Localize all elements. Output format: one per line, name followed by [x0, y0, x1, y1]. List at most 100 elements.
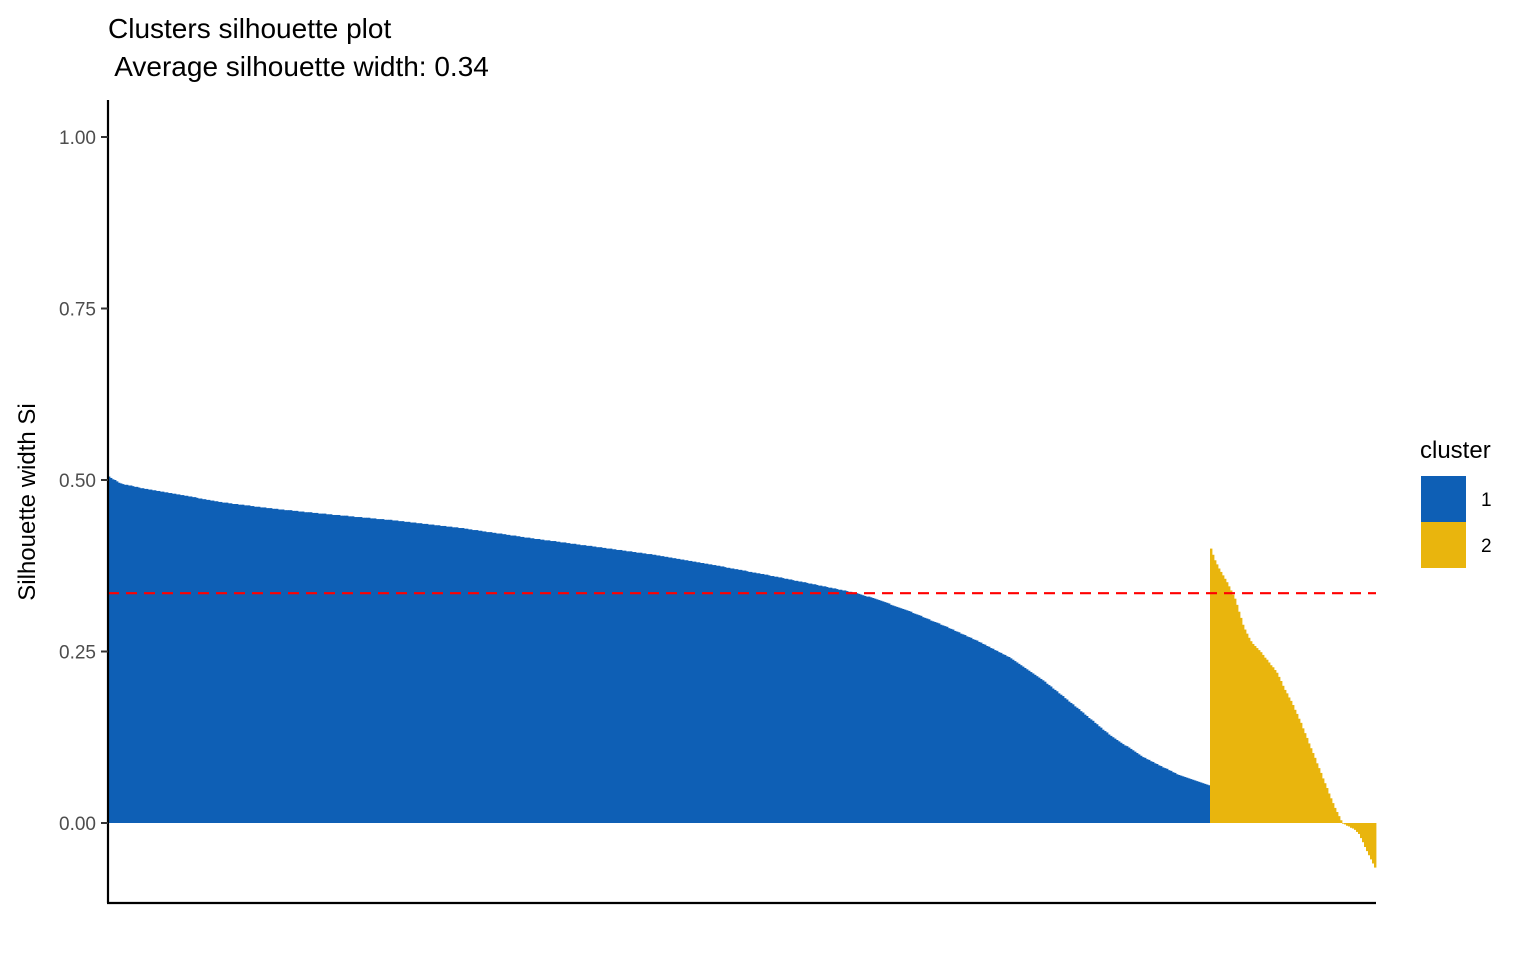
silhouette-bar-cluster-1: [586, 545, 589, 823]
silhouette-bar-cluster-1: [552, 541, 555, 823]
silhouette-bar-cluster-1: [316, 512, 319, 823]
silhouette-bar-cluster-1: [1176, 774, 1179, 823]
silhouette-bar-cluster-1: [838, 589, 841, 823]
silhouette-bar-cluster-1: [712, 565, 715, 823]
silhouette-bar-cluster-2: [1314, 757, 1317, 823]
silhouette-bar-cluster-1: [198, 498, 201, 823]
silhouette-bar-cluster-1: [468, 529, 471, 823]
silhouette-bar-cluster-1: [440, 525, 443, 823]
silhouette-bar-cluster-1: [516, 536, 519, 823]
silhouette-bar-cluster-1: [1202, 783, 1205, 823]
silhouette-bar-cluster-1: [800, 581, 803, 823]
silhouette-bar-cluster-1: [732, 568, 735, 823]
silhouette-bar-cluster-1: [1008, 656, 1011, 823]
silhouette-bar-cluster-2: [1318, 768, 1321, 823]
silhouette-bar-cluster-1: [488, 532, 491, 823]
silhouette-bar-cluster-1: [450, 526, 453, 823]
silhouette-bar-cluster-1: [898, 607, 901, 823]
silhouette-bar-cluster-1: [942, 625, 945, 823]
silhouette-bar-cluster-2: [1372, 823, 1375, 864]
silhouette-bar-cluster-1: [1180, 775, 1183, 823]
silhouette-bar-cluster-1: [624, 550, 627, 823]
silhouette-bar-cluster-2: [1230, 590, 1233, 823]
silhouette-bar-cluster-1: [418, 523, 421, 823]
silhouette-bar-cluster-1: [1138, 754, 1141, 823]
silhouette-bar-cluster-1: [860, 594, 863, 823]
silhouette-bar-cluster-1: [312, 512, 315, 823]
silhouette-bar-cluster-1: [636, 552, 639, 823]
silhouette-bar-cluster-1: [128, 485, 131, 823]
silhouette-bar-cluster-1: [816, 584, 819, 823]
silhouette-bar-cluster-1: [590, 545, 593, 823]
silhouette-bar-cluster-1: [426, 523, 429, 823]
silhouette-bar-cluster-1: [1190, 779, 1193, 823]
silhouette-bar-cluster-1: [660, 556, 663, 823]
silhouette-bar-cluster-1: [808, 583, 811, 823]
silhouette-bar-cluster-1: [358, 517, 361, 823]
silhouette-bar-cluster-1: [496, 533, 499, 823]
silhouette-bar-cluster-1: [876, 599, 879, 823]
silhouette-bar-cluster-1: [664, 556, 667, 823]
silhouette-bar-cluster-1: [216, 501, 219, 823]
silhouette-bar-cluster-1: [1058, 693, 1061, 823]
silhouette-bar-cluster-1: [136, 486, 139, 823]
silhouette-bar-cluster-2: [1342, 823, 1345, 824]
silhouette-bar-cluster-1: [1192, 779, 1195, 823]
silhouette-bar-cluster-1: [248, 505, 251, 823]
silhouette-bar-cluster-1: [1152, 761, 1155, 823]
silhouette-bar-cluster-1: [460, 528, 463, 823]
silhouette-bar-cluster-1: [208, 499, 211, 823]
silhouette-bar-cluster-1: [948, 628, 951, 823]
silhouette-bar-cluster-1: [542, 539, 545, 823]
silhouette-bar-cluster-2: [1328, 793, 1331, 823]
legend-label-cluster-2: 2: [1481, 536, 1492, 557]
silhouette-bar-cluster-1: [600, 547, 603, 823]
silhouette-bar-cluster-1: [522, 536, 525, 823]
silhouette-bar-cluster-1: [688, 560, 691, 823]
silhouette-bar-cluster-1: [1086, 715, 1089, 823]
silhouette-bar-cluster-1: [1080, 711, 1083, 823]
silhouette-bar-cluster-1: [1098, 726, 1101, 823]
silhouette-bar-cluster-1: [1054, 689, 1057, 823]
silhouette-bar-cluster-1: [704, 563, 707, 823]
axes-layer: 0.00 0.25 0.50 0.75 1.00: [59, 100, 1376, 905]
silhouette-bar-cluster-1: [986, 646, 989, 823]
silhouette-bar-cluster-1: [1124, 745, 1127, 823]
silhouette-bar-cluster-1: [1148, 759, 1151, 823]
silhouette-bar-cluster-1: [578, 544, 581, 823]
silhouette-bar-cluster-1: [456, 527, 459, 823]
silhouette-bar-cluster-1: [1174, 772, 1177, 823]
silhouette-bar-cluster-1: [392, 520, 395, 823]
silhouette-bar-cluster-1: [1022, 666, 1025, 823]
y-tick-label: 1.00: [59, 128, 96, 149]
silhouette-bar-cluster-1: [1010, 658, 1013, 823]
silhouette-bar-cluster-1: [156, 490, 159, 823]
silhouette-bar-cluster-1: [958, 632, 961, 823]
silhouette-bar-cluster-1: [380, 519, 383, 823]
silhouette-bar-cluster-1: [692, 561, 695, 823]
silhouette-bar-cluster-1: [318, 513, 321, 823]
silhouette-bar-cluster-1: [454, 527, 457, 823]
silhouette-bar-cluster-1: [510, 535, 513, 823]
silhouette-bar-cluster-1: [114, 480, 117, 823]
silhouette-bar-cluster-1: [1036, 676, 1039, 823]
silhouette-bar-cluster-1: [1000, 652, 1003, 823]
silhouette-bar-cluster-1: [932, 621, 935, 823]
silhouette-bar-cluster-2: [1374, 823, 1377, 868]
silhouette-bar-cluster-1: [1156, 764, 1159, 823]
silhouette-bar-cluster-2: [1274, 670, 1277, 823]
silhouette-bar-cluster-2: [1320, 772, 1323, 823]
silhouette-bar-cluster-1: [682, 559, 685, 823]
silhouette-bar-cluster-1: [852, 592, 855, 823]
silhouette-bar-cluster-2: [1270, 665, 1273, 823]
silhouette-bar-cluster-1: [930, 620, 933, 823]
silhouette-bar-cluster-1: [408, 521, 411, 823]
silhouette-bar-cluster-1: [188, 496, 191, 823]
silhouette-bar-cluster-1: [1170, 770, 1173, 823]
silhouette-bar-cluster-1: [546, 540, 549, 823]
silhouette-bar-cluster-1: [566, 543, 569, 823]
silhouette-bar-cluster-1: [784, 578, 787, 823]
silhouette-bar-cluster-1: [1194, 780, 1197, 823]
silhouette-bar-cluster-1: [650, 554, 653, 823]
silhouette-bar-cluster-1: [478, 530, 481, 823]
